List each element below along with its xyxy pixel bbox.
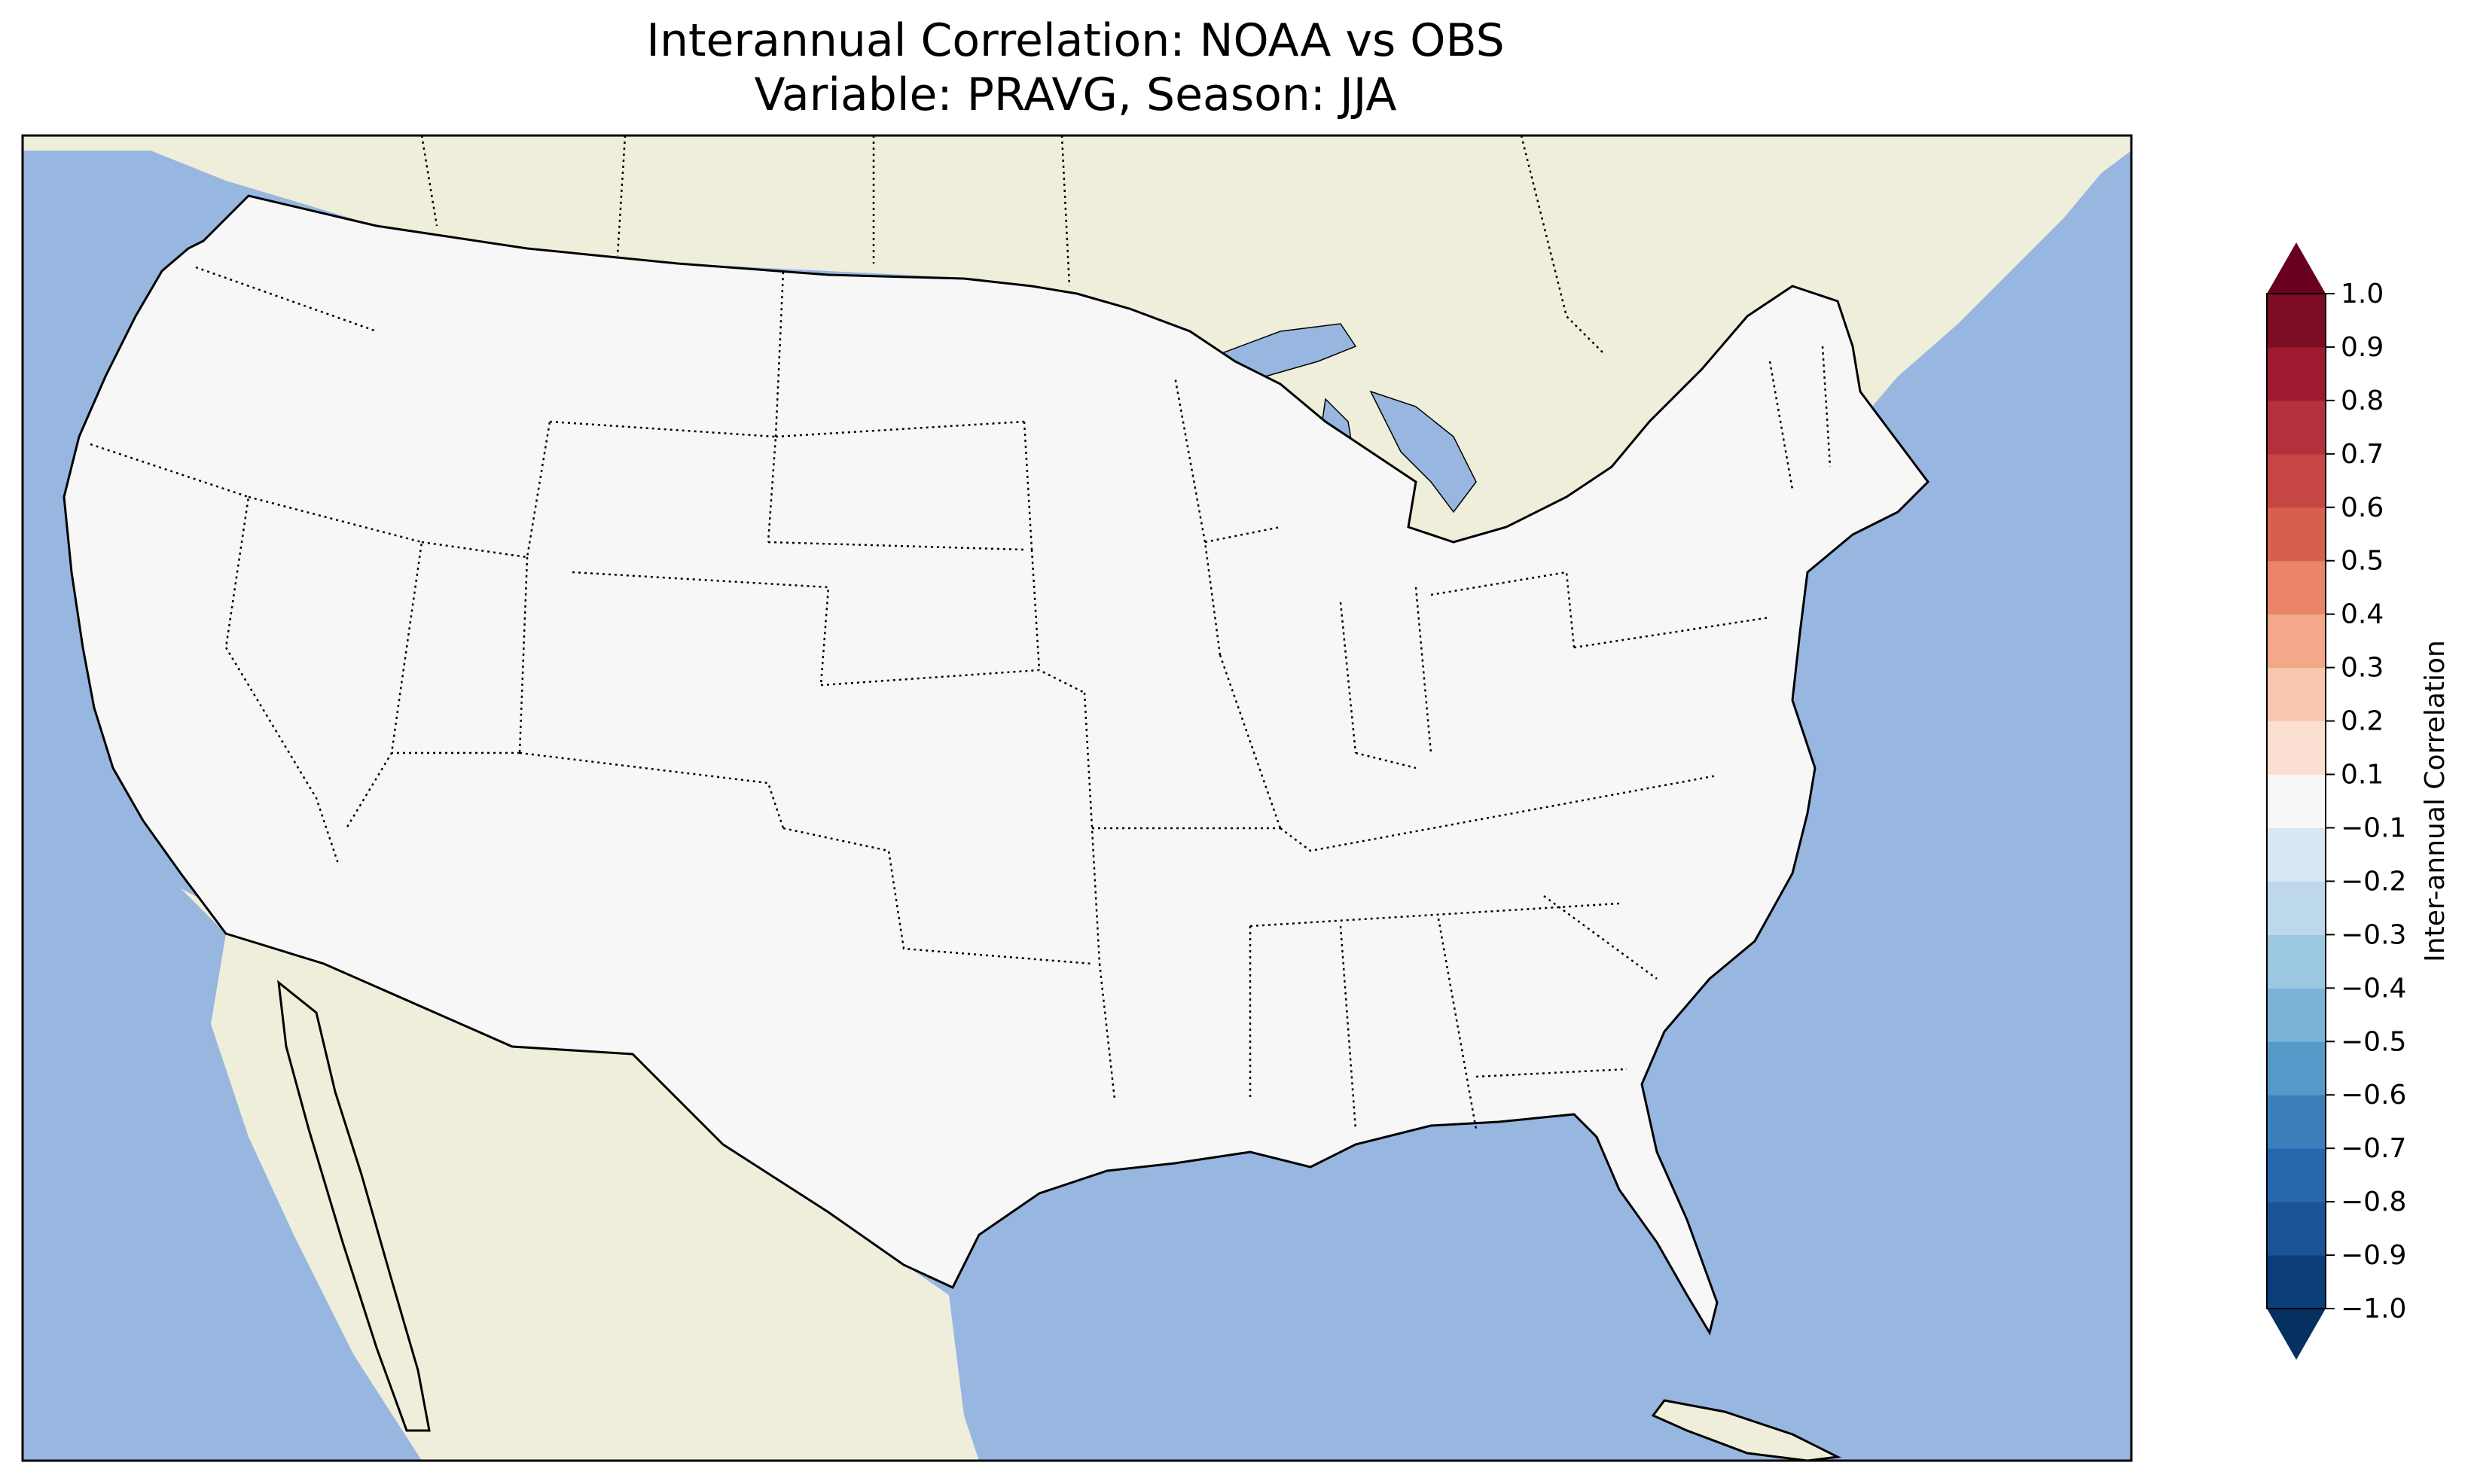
colorbar-segment <box>2267 988 2326 1042</box>
colorbar-tick-label: −0.4 <box>2341 973 2406 1004</box>
colorbar-label: Inter-annual Correlation <box>2420 640 2451 962</box>
colorbar-segment <box>2267 1255 2326 1309</box>
chart-title-line1: Interannual Correlation: NOAA vs OBS <box>646 14 1505 67</box>
colorbar-tick-label: −0.3 <box>2341 919 2406 950</box>
colorbar-tick-label: 0.4 <box>2341 599 2384 630</box>
colorbar-outline <box>2266 293 2326 1309</box>
colorbar-tick-label: −0.1 <box>2341 812 2406 843</box>
colorbar-segment <box>2267 1041 2326 1095</box>
colorbar-ticks: 1.0 0.9 0.8 0.7 0.6 0.5 0.4 0.3 0.2 0.1 −0.1 −0.2 −0… <box>2326 279 2406 1324</box>
colorbar-segment <box>2267 1202 2326 1256</box>
colorbar-segment <box>2267 294 2326 348</box>
colorbar-segment <box>2267 774 2326 828</box>
chart-title-line2: Variable: PRAVG, Season: JJA <box>754 69 1397 121</box>
colorbar-tick-label: 0.1 <box>2341 760 2384 791</box>
colorbar-tick-label: −1.0 <box>2341 1294 2406 1324</box>
colorbar-segment <box>2267 560 2326 615</box>
colorbar-tick-label: −0.7 <box>2341 1133 2406 1164</box>
correlation-map <box>21 134 2133 1462</box>
colorbar-tick-label: −0.6 <box>2341 1080 2406 1111</box>
colorbar-segment <box>2267 721 2326 776</box>
colorbar-tick-label: 0.3 <box>2341 653 2384 684</box>
colorbar-segments <box>2267 294 2326 1309</box>
colorbar-segment <box>2267 346 2326 401</box>
colorbar-extend-min <box>2267 1309 2326 1360</box>
colorbar-segment <box>2267 614 2326 669</box>
map-frame <box>21 134 2133 1462</box>
province-borders <box>420 136 1605 355</box>
colorbar-segment <box>2267 1095 2326 1149</box>
colorbar-tick-label: 0.7 <box>2341 439 2384 470</box>
baja-peninsula <box>277 980 431 1432</box>
colorbar-segment <box>2267 400 2326 455</box>
colorbar-tick-label: 0.9 <box>2341 332 2384 363</box>
state-borders <box>90 266 1832 1130</box>
colorbar-segment <box>2267 507 2326 562</box>
colorbar-tick-label: 0.6 <box>2341 492 2384 523</box>
colorbar-segment <box>2267 1148 2326 1202</box>
cuba-land <box>1651 1399 1842 1461</box>
colorbar-segment <box>2267 934 2326 989</box>
colorbar-tick-label: 0.8 <box>2341 385 2384 416</box>
colorbar-tick-label: −0.5 <box>2341 1026 2406 1057</box>
colorbar-segment <box>2267 827 2326 882</box>
colorbar-segment <box>2267 453 2326 508</box>
colorbar-segment <box>2267 667 2326 722</box>
colorbar-extend-max <box>2267 242 2326 294</box>
colorbar-tick-label: −0.9 <box>2341 1240 2406 1271</box>
colorbar-tick-label: −0.8 <box>2341 1187 2406 1217</box>
colorbar-tick-label: −0.2 <box>2341 866 2406 897</box>
colorbar-segment <box>2267 881 2326 935</box>
colorbar-tick-label: 0.5 <box>2341 546 2384 577</box>
colorbar-tick-label: 0.2 <box>2341 706 2384 737</box>
colorbar-tick-label: 1.0 <box>2341 279 2384 309</box>
